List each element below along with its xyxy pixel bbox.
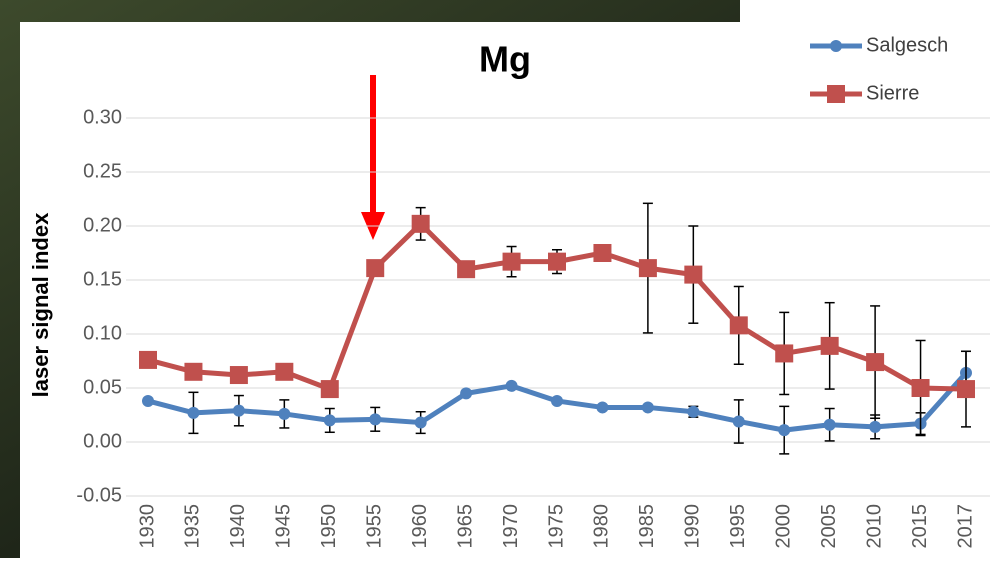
x-tick-label: 2005 — [818, 504, 840, 549]
legend-label: Sierre — [866, 82, 919, 104]
marker — [684, 265, 703, 284]
x-tick-label: 1995 — [727, 504, 749, 549]
marker — [778, 424, 791, 437]
x-tick-label: 1955 — [364, 504, 386, 549]
marker — [411, 214, 430, 233]
marker — [823, 418, 836, 431]
marker — [187, 406, 200, 419]
x-tick-label: 2017 — [954, 504, 976, 549]
marker — [278, 407, 291, 420]
marker — [457, 260, 476, 279]
legend: Salgesch Sierre — [810, 34, 948, 104]
x-tick-label: 1980 — [591, 504, 613, 549]
x-tick-label: 1945 — [273, 504, 295, 549]
x-tick-label: 1965 — [454, 504, 476, 549]
x-tick-label: 1930 — [136, 504, 158, 549]
marker — [869, 420, 882, 433]
marker — [729, 316, 748, 335]
marker — [460, 387, 473, 400]
marker — [232, 404, 245, 417]
marker — [502, 252, 521, 271]
marker — [505, 379, 518, 392]
x-tick-label: 2010 — [863, 504, 885, 549]
x-tick-label: 1940 — [227, 504, 249, 549]
marker — [641, 401, 654, 414]
y-tick-label: 0.00 — [83, 430, 122, 452]
marker — [275, 362, 294, 381]
marker — [323, 414, 336, 427]
marker — [184, 362, 203, 381]
y-axis-label: laser signal index — [28, 212, 53, 397]
x-tick-label: 1950 — [318, 504, 340, 549]
x-tick-label: 1935 — [182, 504, 204, 549]
marker — [548, 252, 566, 271]
y-tick-label: 0.05 — [83, 376, 122, 398]
legend-marker — [827, 85, 845, 103]
chart-panel-top — [740, 0, 999, 22]
x-tick-label: 1960 — [409, 504, 431, 549]
marker — [638, 259, 657, 278]
marker — [229, 366, 248, 385]
y-tick-label: 0.30 — [83, 106, 122, 128]
marker — [366, 259, 385, 278]
marker — [320, 380, 339, 399]
marker — [911, 379, 930, 397]
marker — [551, 394, 563, 407]
x-tick-label: 1990 — [682, 504, 704, 549]
legend-label: Salgesch — [866, 34, 948, 56]
marker — [820, 336, 839, 355]
x-tick-label: 1970 — [500, 504, 522, 549]
y-tick-label: 0.10 — [83, 322, 122, 344]
marker — [414, 416, 427, 429]
marker — [866, 353, 885, 372]
x-tick-label: 1985 — [636, 504, 658, 549]
chart-title: Mg — [479, 39, 531, 80]
x-tick-label: 1975 — [545, 504, 567, 549]
marker — [596, 401, 609, 414]
x-tick-label: 2015 — [909, 504, 931, 549]
marker — [369, 413, 382, 426]
marker — [957, 380, 975, 399]
y-tick-label: 0.25 — [83, 160, 122, 182]
marker — [593, 244, 612, 262]
marker — [139, 350, 157, 369]
y-tick-label: -0.05 — [76, 484, 122, 506]
marker — [775, 344, 794, 363]
legend-marker — [830, 40, 842, 52]
x-tick-label: 2000 — [773, 504, 795, 549]
marker — [732, 415, 745, 428]
y-tick-label: 0.15 — [83, 268, 122, 290]
marker — [687, 405, 700, 418]
y-tick-label: 0.20 — [83, 214, 122, 236]
chart-panel — [20, 22, 999, 558]
marker — [142, 394, 154, 407]
